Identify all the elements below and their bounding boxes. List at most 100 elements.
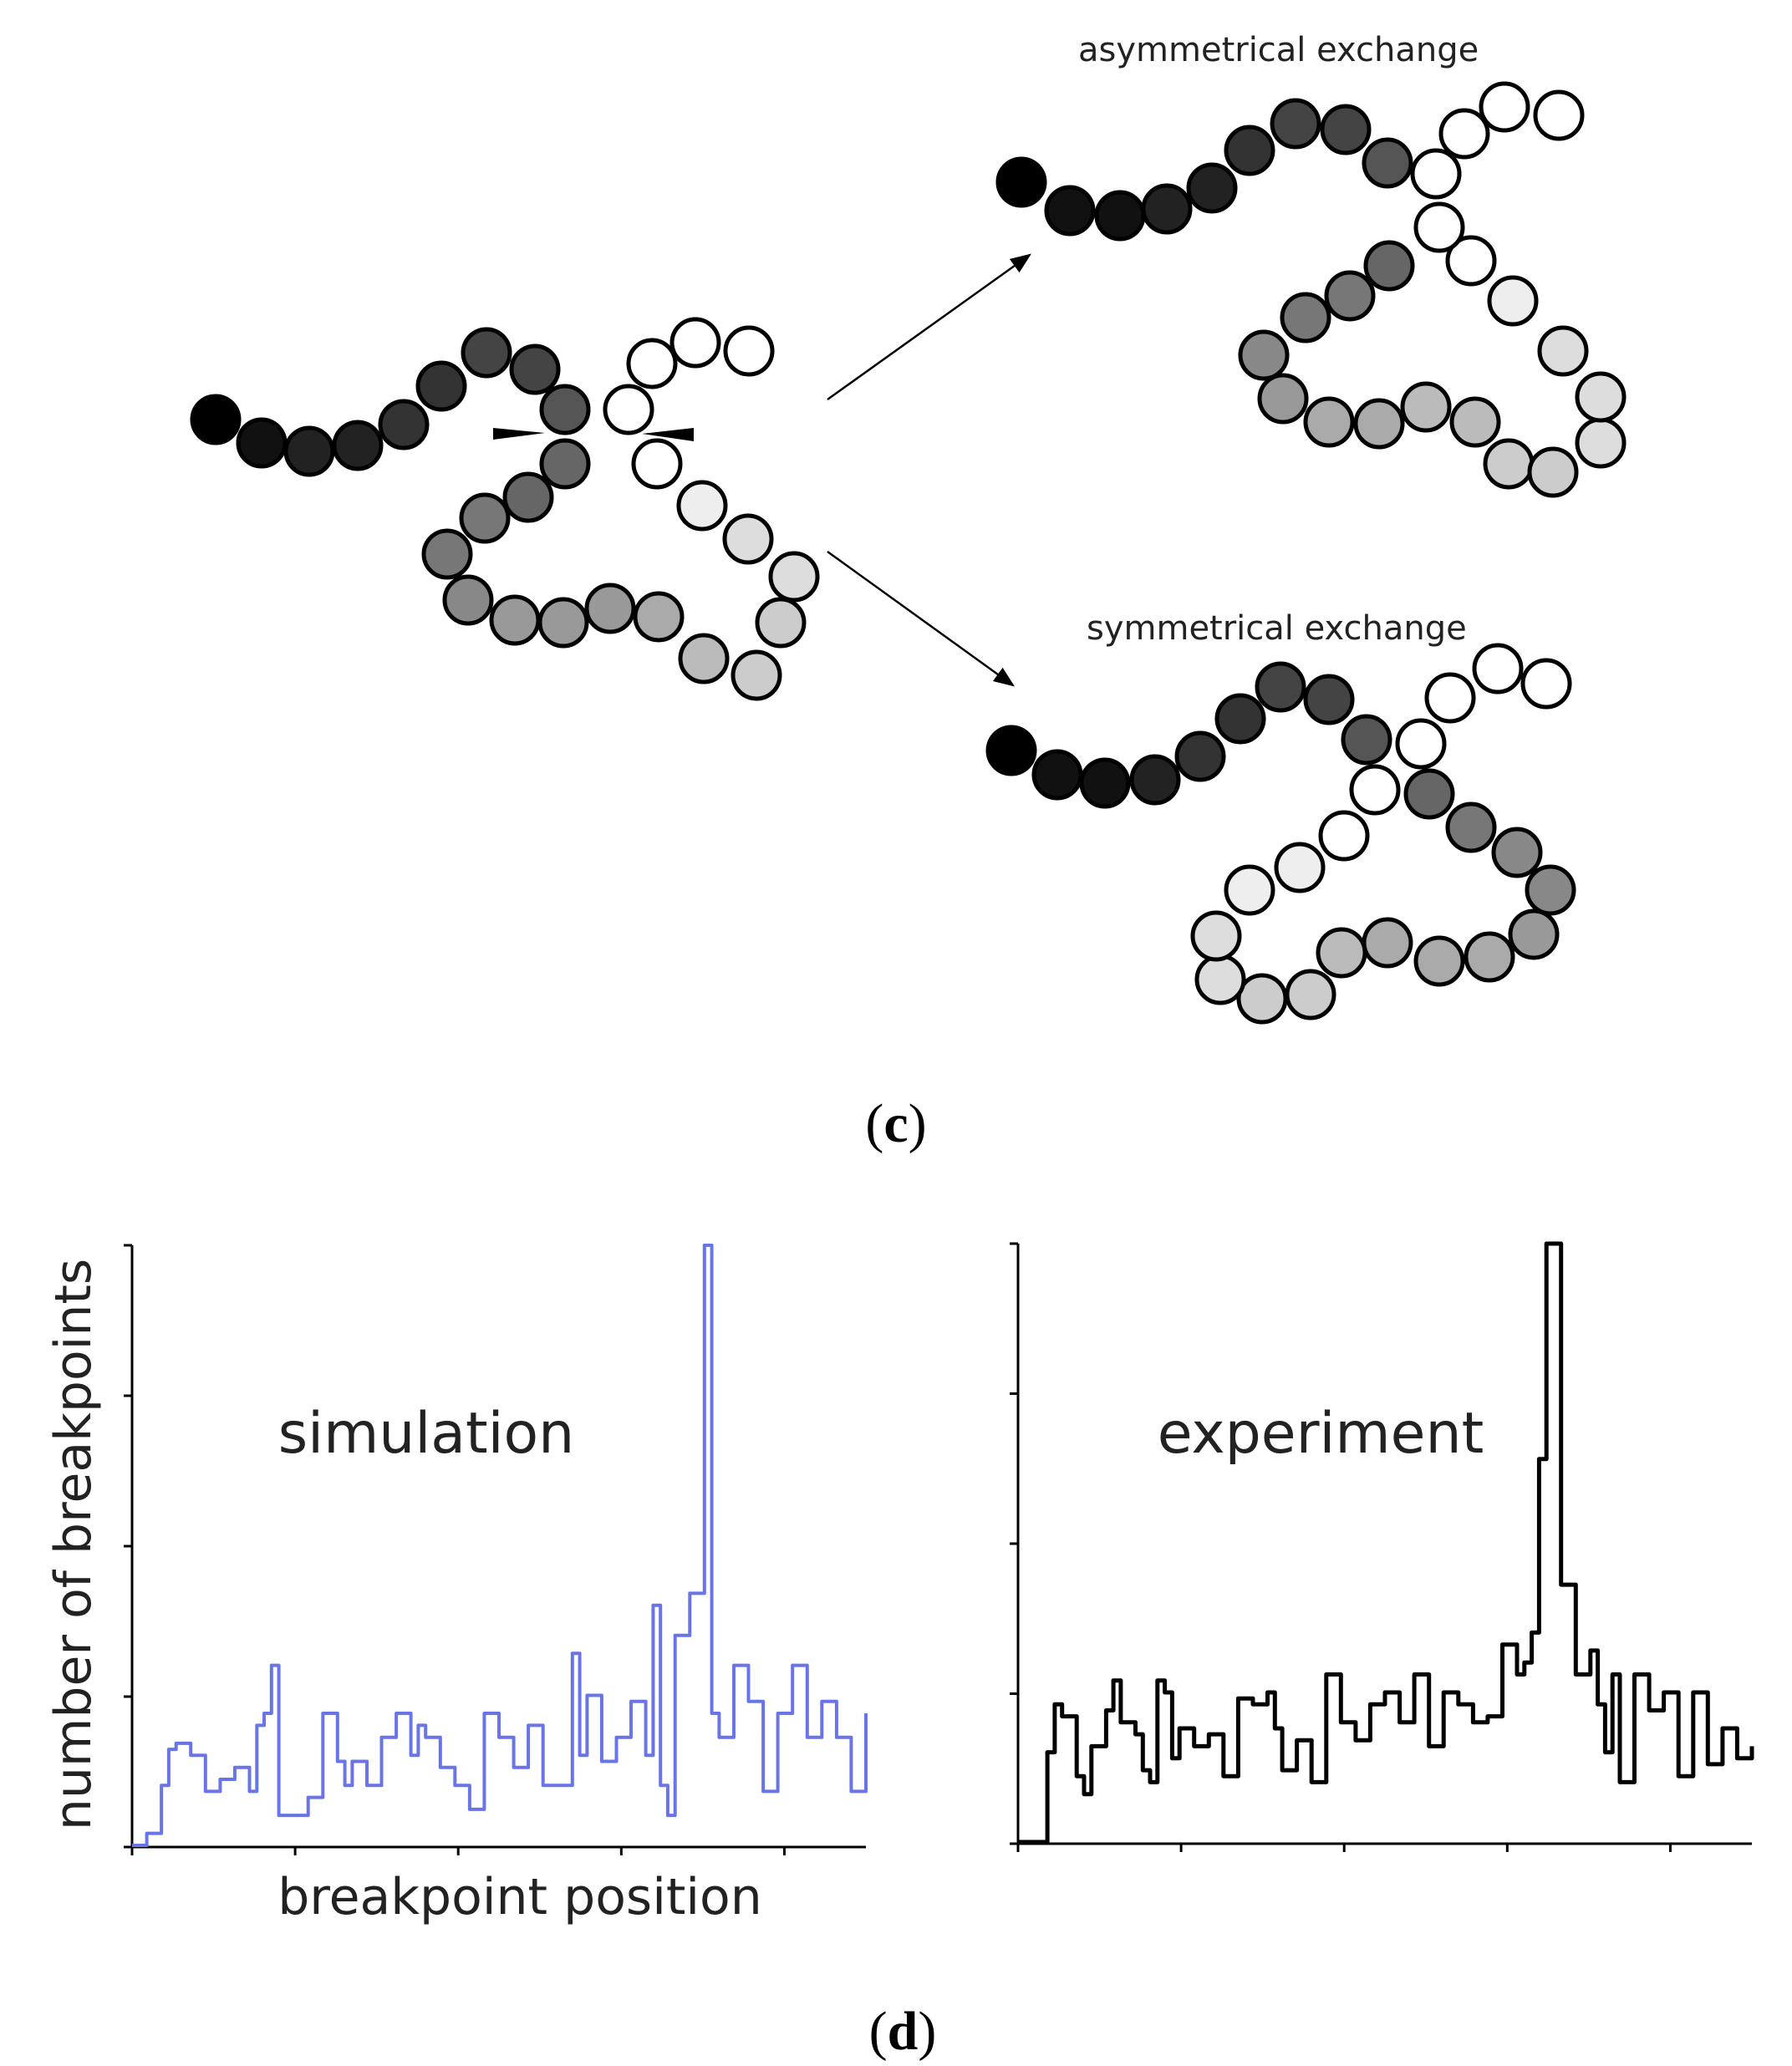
symmetrical-exchange-chain [985,643,1576,1025]
asym-upper-bead-11 [1479,81,1530,133]
original-bead-6 [461,327,512,379]
simulation-series-line [132,1244,868,1847]
asym-loop-bead-11 [1575,417,1627,469]
sym-bead-26 [1395,718,1447,770]
asym-loop-bead-5 [1303,396,1355,448]
panel-d-label: (d) [869,2001,937,2062]
asym-loop-bead-7 [1400,381,1452,433]
sym-bead-2 [1079,757,1131,809]
asym-upper-bead-3 [1141,183,1193,235]
experiment-chart-title: experiment [1158,1401,1484,1467]
sym-bead-16 [1362,917,1413,969]
sym-bead-8 [1341,714,1392,766]
experiment-chart: experiment [1010,1241,1754,1852]
sym-bead-7 [1303,674,1355,725]
asym-upper-bead-6 [1270,98,1321,150]
original-bead-4 [378,399,430,450]
sym-bead-23 [1274,842,1326,893]
sym-bead-1 [1031,749,1083,801]
asym-upper-bead-7 [1320,104,1372,155]
sym-bead-17 [1316,927,1367,979]
asym-upper-bead-4 [1186,162,1238,214]
asym-loop-bead-16 [1413,201,1465,253]
sym-bead-21 [1190,910,1242,962]
original-bead-15 [537,597,589,649]
asym-upper-bead-8 [1362,137,1413,189]
original-bead-23 [676,480,728,532]
sym-bead-24 [1318,810,1370,862]
asym-upper-bead-1 [1044,185,1096,237]
sym-bead-29 [1520,658,1572,710]
original-bead-5 [415,360,467,412]
original-bead-10 [502,471,554,523]
asymmetrical-exchange-chain [995,81,1627,498]
original-bead-17 [633,591,685,643]
original-bead-2 [283,425,335,477]
left-cut-marker [493,428,545,440]
original-bead-8 [539,384,591,435]
experiment-ticks [1010,1242,1672,1852]
asym-upper-bead-0 [995,156,1047,208]
original-bead-22 [722,513,774,565]
symmetrical-exchange-label: symmetrical exchange [1087,609,1467,648]
original-bead-13 [442,574,494,626]
sym-bead-4 [1174,730,1226,782]
x-axis-label: breakpoint position [277,1868,762,1926]
original-bead-27 [669,317,721,369]
sym-bead-10 [1445,801,1497,853]
original-bead-21 [768,551,820,603]
original-bead-24 [631,438,683,490]
asym-loop-bead-9 [1483,438,1535,490]
sym-bead-5 [1214,693,1266,745]
original-bead-1 [236,417,288,469]
asym-loop-bead-0 [1363,240,1415,292]
original-bead-20 [755,597,807,649]
asym-upper-bead-9 [1410,148,1462,200]
original-bead-19 [731,649,782,701]
arrow-to-symmetrical [827,550,1016,687]
original-bead-16 [584,583,636,634]
panel-c-label: (c) [865,1093,926,1154]
asym-loop-bead-3 [1238,329,1290,381]
sym-bead-11 [1491,827,1543,878]
asym-loop-bead-2 [1280,292,1331,343]
original-bead-0 [190,394,242,445]
asym-upper-bead-10 [1438,108,1490,160]
sym-bead-13 [1508,908,1560,960]
original-bead-14 [489,594,541,646]
sym-bead-3 [1129,754,1181,806]
asymmetrical-exchange-label: asymmetrical exchange [1078,31,1479,69]
original-bead-7 [509,343,561,395]
y-axis-label: number of breakpoints [44,1259,103,1830]
asym-loop-bead-6 [1353,398,1405,450]
simulation-chart-title: simulation [278,1401,574,1467]
sym-bead-28 [1472,643,1524,695]
sym-bead-0 [985,725,1037,776]
asym-loop-bead-8 [1449,396,1501,448]
sym-bead-12 [1525,864,1576,916]
asym-loop-bead-15 [1445,235,1497,287]
experiment-series-line [1018,1241,1754,1845]
original-bead-3 [332,420,384,471]
asym-loop-bead-12 [1575,371,1627,423]
asym-loop-bead-4 [1257,373,1309,425]
sym-bead-19 [1236,973,1288,1025]
simulation-chart: simulation breakpoint position number of… [44,1244,868,1926]
sym-bead-9 [1403,768,1455,820]
asym-upper-bead-12 [1533,89,1585,141]
original-bead-18 [678,633,730,684]
asym-loop-bead-13 [1537,325,1589,377]
sym-bead-15 [1413,935,1465,987]
sym-bead-14 [1464,931,1515,983]
asym-loop-bead-14 [1487,275,1539,327]
simulation-ticks [124,1244,786,1855]
original-bead-25 [603,384,654,435]
original-bead-28 [723,325,775,377]
panel-d-charts: simulation breakpoint position number of… [44,1241,1754,2062]
asym-loop-bead-1 [1324,270,1376,322]
asym-upper-bead-5 [1224,125,1275,176]
sym-bead-6 [1255,661,1306,713]
asym-loop-bead-10 [1527,446,1579,498]
sym-bead-18 [1285,969,1336,1020]
sym-bead-25 [1349,764,1401,816]
